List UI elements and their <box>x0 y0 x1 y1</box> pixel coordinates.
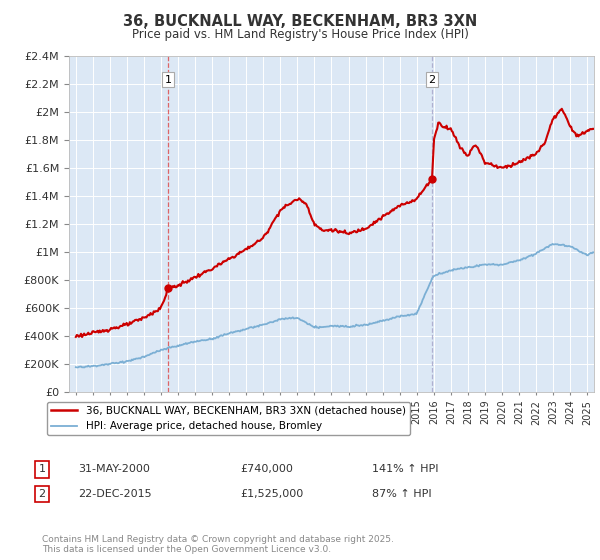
Legend: 36, BUCKNALL WAY, BECKENHAM, BR3 3XN (detached house), HPI: Average price, detac: 36, BUCKNALL WAY, BECKENHAM, BR3 3XN (de… <box>47 402 410 435</box>
Text: 22-DEC-2015: 22-DEC-2015 <box>78 489 152 499</box>
Text: 141% ↑ HPI: 141% ↑ HPI <box>372 464 439 474</box>
Text: Price paid vs. HM Land Registry's House Price Index (HPI): Price paid vs. HM Land Registry's House … <box>131 28 469 41</box>
Text: 87% ↑ HPI: 87% ↑ HPI <box>372 489 431 499</box>
Text: 2: 2 <box>38 489 46 499</box>
Text: 36, BUCKNALL WAY, BECKENHAM, BR3 3XN: 36, BUCKNALL WAY, BECKENHAM, BR3 3XN <box>123 14 477 29</box>
Text: £740,000: £740,000 <box>240 464 293 474</box>
Text: 1: 1 <box>165 74 172 85</box>
Text: 1: 1 <box>38 464 46 474</box>
Text: 31-MAY-2000: 31-MAY-2000 <box>78 464 150 474</box>
Text: 2: 2 <box>428 74 436 85</box>
Text: £1,525,000: £1,525,000 <box>240 489 303 499</box>
Text: Contains HM Land Registry data © Crown copyright and database right 2025.
This d: Contains HM Land Registry data © Crown c… <box>42 535 394 554</box>
